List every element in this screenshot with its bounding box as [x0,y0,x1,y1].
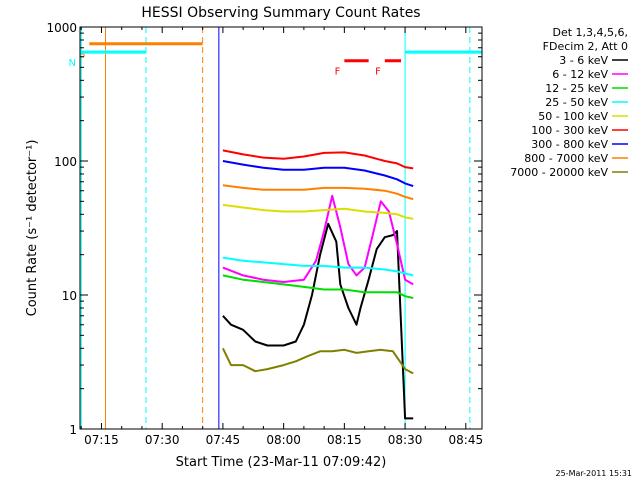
series-group [221,149,414,420]
plot-frame [79,26,483,430]
vertical-markers [80,27,471,429]
series-line-4 [222,203,414,220]
y-tick-label-2: 100 [54,155,77,169]
y-tick-label-3: 1000 [46,21,77,35]
series-line-5 [222,149,414,170]
flag-label-1: N [69,58,76,69]
axis-ticks: 07:15 07:30 07:45 08:00 08:15 08:30 08:45 1 10 10… [46,21,483,447]
flag-label-0: S [79,50,85,61]
x-tick-label-5: 08:30 [388,433,423,447]
legend-label-7: 800 - 7000 keV [524,152,608,165]
legend-label-0: 3 - 6 keV [559,54,608,67]
legend-label-6: 300 - 800 keV [531,138,608,151]
x-tick-label-4: 08:15 [327,433,362,447]
flag-label-2: F [335,67,341,78]
x-tick-label-2: 07:45 [206,433,241,447]
y-tick-label-0: 1 [69,423,77,437]
chart-title: HESSI Observing Summary Count Rates [141,5,420,21]
series-line-7 [222,184,414,201]
legend-header-0: Det 1,3,4,5,6, [552,26,628,39]
x-tick-label-0: 07:15 [84,433,119,447]
series-line-2 [222,274,414,299]
legend: Det 1,3,4,5,6,FDecim 2, Att 03 - 6 keV6 … [510,26,628,179]
series-line-0 [222,222,414,420]
x-tick-label-1: 07:30 [145,433,180,447]
legend-label-3: 25 - 50 keV [545,96,608,109]
flag-bars: SN F F [69,42,482,78]
x-tick-label-6: 08:45 [449,433,484,447]
y-tick-label-1: 10 [62,289,77,303]
legend-label-2: 12 - 25 keV [545,82,608,95]
y-axis-label: Count Rate (s⁻¹ detector⁻¹) [25,140,40,317]
legend-label-4: 50 - 100 keV [538,110,608,123]
series-line-6 [222,160,414,188]
legend-header-1: FDecim 2, Att 0 [543,40,628,53]
flag-label-3: F [375,67,381,78]
legend-label-5: 100 - 300 keV [531,124,608,137]
x-tick-label-3: 08:00 [266,433,301,447]
footer-date: 25-Mar-2011 15:31 [556,469,633,478]
x-axis-label: Start Time (23-Mar-11 07:09:42) [176,455,387,470]
series-line-3 [222,256,414,277]
series-line-1 [222,194,414,286]
legend-label-1: 6 - 12 keV [552,68,608,81]
series-line-8 [221,347,414,375]
legend-label-8: 7000 - 20000 keV [510,166,608,179]
